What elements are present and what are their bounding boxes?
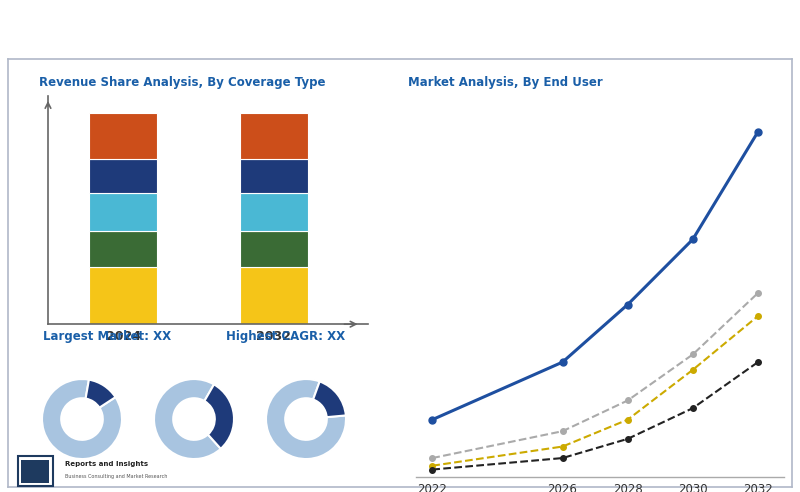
Text: Highest CAGR: XX: Highest CAGR: XX [226, 330, 345, 343]
Wedge shape [42, 379, 122, 459]
Bar [240, 159, 308, 193]
Text: Revenue Share Analysis, By Coverage Type: Revenue Share Analysis, By Coverage Type [39, 76, 326, 89]
Bar [90, 193, 157, 231]
Bar [240, 231, 308, 267]
FancyBboxPatch shape [18, 457, 53, 486]
Wedge shape [86, 380, 115, 408]
Bar [240, 113, 308, 159]
Wedge shape [313, 381, 346, 417]
Bar [90, 267, 157, 324]
Bar [90, 231, 157, 267]
Bar [240, 267, 308, 324]
Text: Market Analysis, By End User: Market Analysis, By End User [407, 76, 602, 89]
Text: Largest Market: XX: Largest Market: XX [42, 330, 170, 343]
Bar [240, 193, 308, 231]
Text: Business Consulting and Market Research: Business Consulting and Market Research [66, 474, 168, 479]
Text: Reports and Insights: Reports and Insights [66, 461, 149, 467]
Bar [90, 159, 157, 193]
FancyBboxPatch shape [22, 460, 49, 483]
Wedge shape [154, 379, 221, 459]
Wedge shape [204, 384, 234, 449]
Wedge shape [266, 379, 346, 459]
Bar [90, 113, 157, 159]
Text: GLOBAL HEALTH INSURANCE MARKET SEGMENT ANALYSIS: GLOBAL HEALTH INSURANCE MARKET SEGMENT A… [18, 23, 539, 37]
